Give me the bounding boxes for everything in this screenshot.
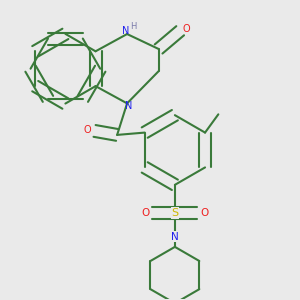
Text: N: N <box>122 26 129 36</box>
Text: N: N <box>171 232 179 242</box>
Text: S: S <box>171 208 178 218</box>
Text: O: O <box>83 125 91 135</box>
Text: O: O <box>201 208 209 218</box>
Text: O: O <box>183 24 190 34</box>
Text: N: N <box>125 101 132 111</box>
Text: H: H <box>130 22 136 31</box>
Text: O: O <box>141 208 149 218</box>
